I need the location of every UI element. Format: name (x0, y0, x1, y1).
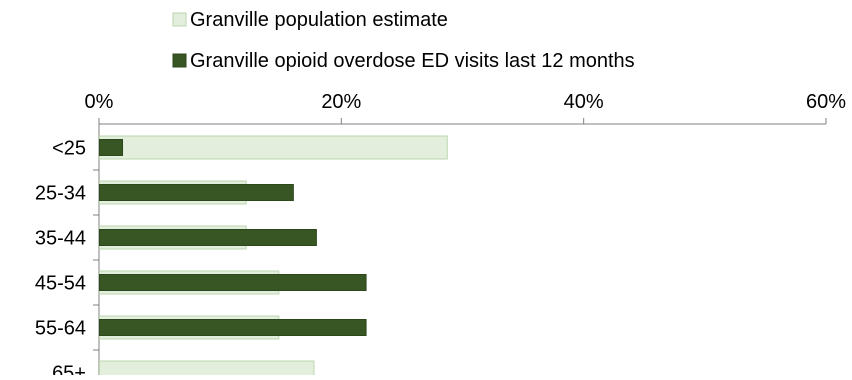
ed-visits-bar-45-54 (99, 274, 367, 291)
y-tick-label: 65+ (52, 363, 86, 376)
ed-visits-bar-<25 (99, 139, 124, 156)
ed-visits-bar-35-44 (99, 229, 317, 246)
y-tick-label: 25-34 (35, 183, 86, 205)
y-tick-label: <25 (52, 138, 86, 160)
legend: Granville population estimate Granville o… (172, 9, 635, 72)
ed-visits-bar-55-64 (99, 319, 367, 336)
y-tick-label: 35-44 (35, 228, 86, 250)
legend-label-2: Granville opioid overdose ED visits last… (190, 50, 635, 72)
y-tick-label: 45-54 (35, 273, 86, 295)
y-axis: <25 25-34 35-44 45-54 55-64 65+ (35, 124, 100, 380)
x-tick-label: 0% (85, 91, 114, 113)
x-tick-label: 40% (564, 91, 604, 113)
population-bar-65+ (99, 360, 315, 380)
legend-swatch-1 (172, 12, 187, 27)
legend-label-1: Granville population estimate (190, 9, 448, 31)
population-bar-<25 (99, 135, 448, 160)
legend-swatch-2 (172, 53, 187, 68)
x-axis: 0% 20% 40% 60% (85, 91, 846, 125)
bars (99, 135, 448, 380)
x-tick-label: 20% (321, 91, 361, 113)
x-tick-label: 60% (806, 91, 846, 113)
ed-visits-bar-25-34 (99, 184, 294, 201)
y-tick-label: 55-64 (35, 318, 86, 340)
